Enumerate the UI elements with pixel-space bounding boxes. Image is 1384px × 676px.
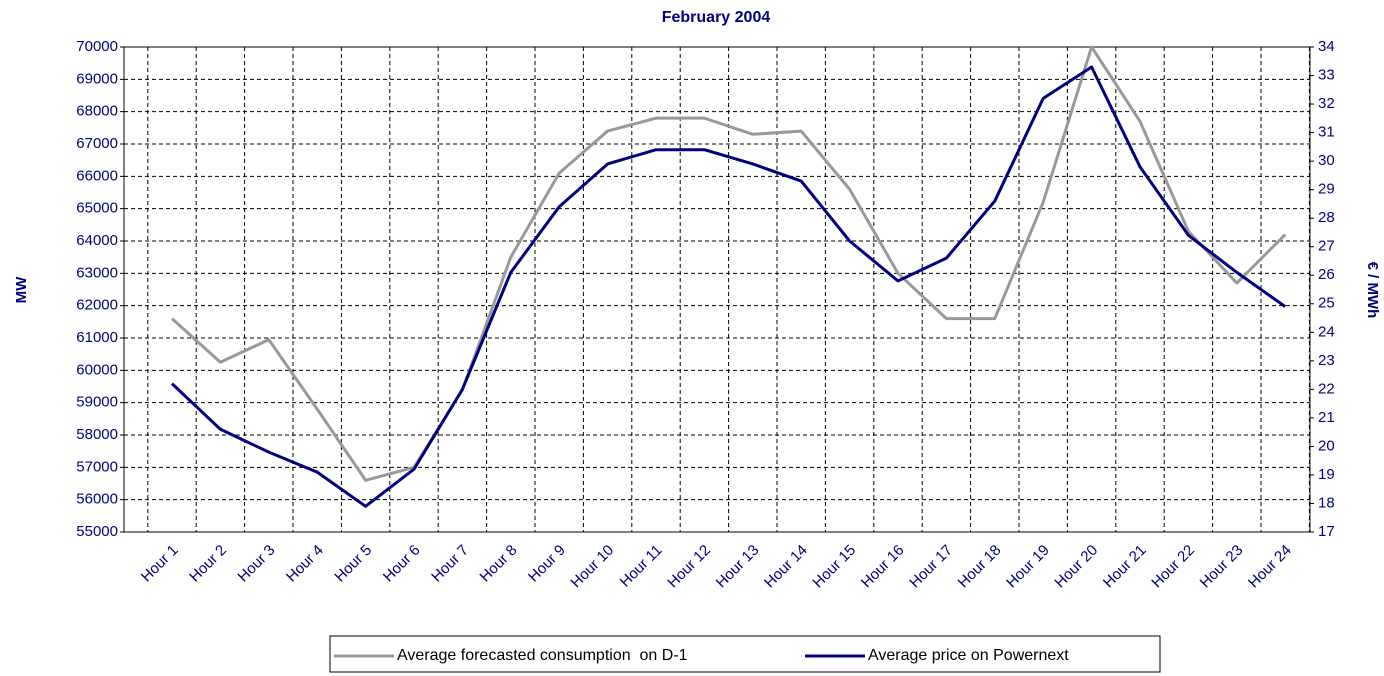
- x-tick-label: Hour 17: [906, 542, 956, 592]
- y-tick-label: 58000: [76, 426, 118, 443]
- x-tick-label: Hour 4: [283, 542, 327, 586]
- x-tick-label: Hour 24: [1245, 542, 1295, 592]
- x-tick-label: Hour 6: [380, 542, 424, 586]
- x-tick-label: Hour 11: [617, 542, 666, 591]
- plot-frame: [123, 46, 1311, 533]
- legend-box: [329, 635, 1161, 673]
- x-tick-label: Hour 10: [567, 542, 617, 592]
- y2-tick-label: 19: [1318, 466, 1335, 483]
- y2-tick-label: 31: [1318, 124, 1335, 141]
- y2-axis-title: € / MWh: [1364, 262, 1381, 319]
- y2-tick-label: 22: [1318, 380, 1335, 397]
- legend-label: Average forecasted consumption on D-1: [397, 647, 688, 664]
- y-tick-label: 67000: [76, 135, 118, 152]
- x-tick-label: Hour 15: [809, 542, 859, 592]
- x-tick-label: Hour 19: [1003, 542, 1053, 592]
- y-tick-label: 69000: [76, 70, 118, 87]
- x-tick-label: Hour 22: [1148, 542, 1198, 592]
- y2-tick-label: 18: [1318, 494, 1335, 511]
- x-tick-label: Hour 7: [428, 542, 472, 586]
- y-tick-label: 59000: [76, 394, 118, 411]
- y2-tick-label: 21: [1318, 409, 1335, 426]
- y2-tick-label: 20: [1318, 437, 1335, 454]
- y-tick-label: 70000: [76, 38, 118, 55]
- series-line: [170, 45, 1287, 482]
- y-tick-label: 64000: [76, 232, 118, 249]
- y-tick-label: 55000: [76, 523, 118, 540]
- y-tick-label: 62000: [76, 297, 118, 314]
- x-tick-label: Hour 1: [138, 542, 182, 586]
- y2-tick-label: 17: [1318, 523, 1335, 540]
- y2-tick-label: 24: [1318, 323, 1335, 340]
- y2-tick-label: 25: [1318, 295, 1335, 312]
- x-tick-label: Hour 18: [955, 542, 1005, 592]
- y-tick-label: 56000: [76, 491, 118, 508]
- y2-tick-label: 26: [1318, 266, 1335, 283]
- x-tick-label: Hour 8: [477, 542, 521, 586]
- y-tick-label: 68000: [76, 103, 118, 120]
- x-tick-label: Hour 23: [1197, 542, 1247, 592]
- x-tick-label: Hour 9: [525, 542, 569, 586]
- y-tick-label: 63000: [76, 264, 118, 281]
- y2-tick-label: 33: [1318, 66, 1335, 83]
- y2-tick-label: 23: [1318, 352, 1335, 369]
- x-tick-label: Hour 13: [713, 542, 763, 592]
- y2-tick-label: 32: [1318, 95, 1335, 112]
- chart-title: February 2004: [662, 9, 771, 26]
- x-tick-label: Hour 3: [235, 542, 279, 586]
- y2-tick-label: 29: [1318, 181, 1335, 198]
- x-tick-label: Hour 20: [1051, 542, 1101, 592]
- y2-tick-label: 34: [1318, 38, 1335, 55]
- y-tick-label: 66000: [76, 167, 118, 184]
- x-tick-label: Hour 5: [331, 542, 375, 586]
- x-tick-label: Hour 2: [186, 542, 230, 586]
- series-line: [170, 65, 1287, 508]
- x-tick-label: Hour 21: [1100, 542, 1150, 592]
- y-tick-label: 60000: [76, 361, 118, 378]
- y-tick-label: 61000: [76, 329, 118, 346]
- y-tick-label: 65000: [76, 200, 118, 217]
- x-tick-label: Hour 14: [761, 542, 811, 592]
- y2-tick-label: 28: [1318, 209, 1335, 226]
- y2-tick-label: 30: [1318, 152, 1335, 169]
- y-axis-title: MW: [13, 276, 30, 303]
- x-tick-label: Hour 12: [664, 542, 714, 592]
- y-tick-label: 57000: [76, 458, 118, 475]
- y2-tick-label: 27: [1318, 238, 1335, 255]
- x-tick-label: Hour 16: [858, 542, 908, 592]
- legend-label: Average price on Powernext: [868, 647, 1069, 664]
